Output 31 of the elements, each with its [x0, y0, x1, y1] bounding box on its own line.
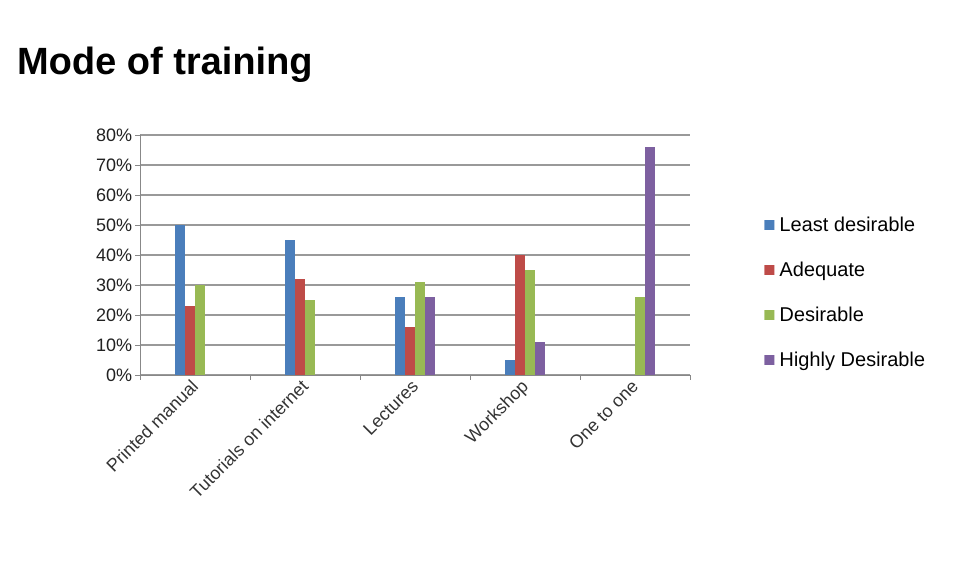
legend-label: Desirable [779, 304, 864, 326]
y-tick-label: 60% [96, 185, 132, 205]
y-tick-label: 30% [96, 275, 132, 295]
y-tick-label: 40% [96, 245, 132, 265]
bar [405, 327, 415, 375]
bar [305, 300, 315, 375]
bar [415, 282, 425, 375]
y-tick-label: 10% [96, 335, 132, 355]
legend-label: Adequate [779, 259, 866, 281]
bar [295, 279, 305, 375]
x-tick-label: One to one [564, 376, 642, 454]
bar [395, 297, 405, 375]
y-tick-label: 70% [96, 155, 132, 175]
bar [285, 240, 295, 375]
bar [185, 306, 195, 375]
chart-title: Mode of training [17, 41, 313, 83]
bar [505, 360, 515, 375]
bar [175, 225, 185, 375]
bar [515, 255, 525, 375]
bar [635, 297, 645, 375]
bar [535, 342, 545, 375]
bar [425, 297, 435, 375]
bar [645, 147, 655, 375]
y-tick-label: 20% [96, 305, 132, 325]
y-tick-label: 50% [96, 215, 132, 235]
y-tick-label: 80% [96, 125, 132, 145]
legend-label: Least desirable [779, 214, 916, 236]
legend-label: Highly Desirable [779, 349, 926, 371]
bar [195, 285, 205, 375]
bar [525, 270, 535, 375]
y-tick-label: 0% [106, 365, 132, 385]
